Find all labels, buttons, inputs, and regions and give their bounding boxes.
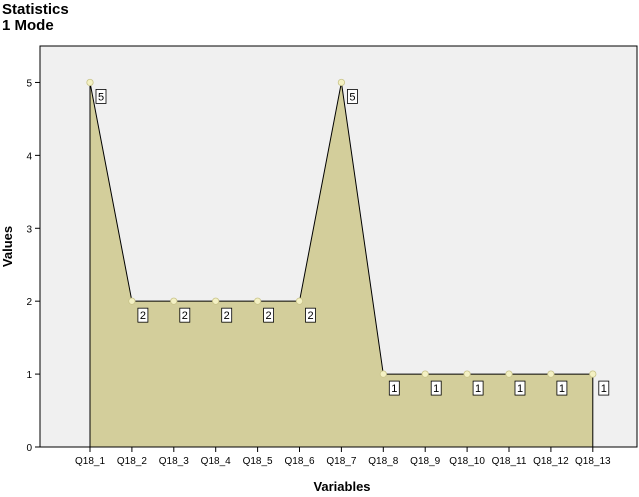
data-label: 1 [472, 380, 484, 396]
svg-text:1: 1 [391, 383, 397, 395]
svg-text:2: 2 [140, 310, 146, 322]
svg-text:5: 5 [349, 91, 355, 103]
data-point [421, 370, 429, 378]
x-tick-label: Q18_7 [326, 456, 356, 467]
x-tick-label: Q18_2 [117, 456, 147, 467]
axes: 0 1 2 3 4 5 Q18_1 Q18_2 Q18_3 Q18_4 Q18_5 Q18_6 Q18_… [26, 78, 611, 467]
y-tick-label: 0 [26, 443, 32, 454]
svg-text:1: 1 [517, 383, 523, 395]
svg-text:2: 2 [182, 310, 188, 322]
data-point [505, 370, 513, 378]
data-label: 2 [179, 307, 191, 323]
x-tick-label: Q18_12 [533, 456, 569, 467]
data-label: 2 [305, 307, 316, 323]
data-label: 5 [95, 89, 107, 104]
svg-text:2: 2 [224, 310, 230, 322]
x-axis-title: Variables [313, 479, 370, 494]
x-tick-label: Q18_3 [159, 456, 189, 467]
data-label: 1 [556, 380, 568, 396]
data-label: 1 [388, 380, 400, 396]
svg-text:1: 1 [601, 383, 607, 395]
svg-text:2: 2 [266, 310, 272, 322]
data-point [463, 370, 471, 378]
data-point [547, 370, 555, 378]
data-label: 5 [346, 89, 358, 104]
data-point [337, 78, 345, 87]
svg-text:1: 1 [475, 383, 481, 395]
data-label: 2 [221, 307, 233, 323]
data-point [170, 297, 178, 305]
data-point [128, 297, 136, 305]
data-point [86, 78, 94, 87]
x-tick-label: Q18_10 [449, 456, 485, 467]
x-tick-label: Q18_13 [575, 456, 611, 467]
data-label: 2 [263, 307, 275, 323]
svg-text:5: 5 [98, 91, 104, 103]
y-axis-title: Values [0, 226, 15, 267]
chart-title: Statistics [2, 1, 69, 18]
data-point [254, 297, 262, 305]
data-point [295, 297, 304, 305]
svg-text:1: 1 [559, 383, 565, 395]
x-tick-label: Q18_5 [243, 456, 273, 467]
y-tick-label: 1 [26, 370, 32, 381]
y-tick-label: 2 [26, 297, 32, 308]
data-label: 2 [137, 307, 149, 323]
y-tick-label: 5 [26, 78, 32, 89]
y-tick-label: 3 [26, 224, 32, 235]
x-tick-label: Q18_4 [201, 456, 231, 467]
svg-text:1: 1 [433, 383, 439, 395]
data-point [212, 297, 220, 305]
x-tick-label: Q18_8 [368, 456, 398, 467]
svg-text:2: 2 [307, 310, 313, 322]
data-label: 1 [514, 380, 526, 396]
chart-title-block: Statistics 1 Mode [2, 2, 69, 34]
y-tick-label: 4 [26, 151, 32, 162]
chart-subtitle: 1 Mode [2, 17, 54, 34]
x-tick-label: Q18_1 [75, 456, 105, 467]
data-point [589, 370, 597, 378]
x-tick-label: Q18_9 [410, 456, 440, 467]
data-label: 1 [598, 380, 610, 396]
data-label: 1 [430, 380, 442, 396]
x-tick-label: Q18_6 [284, 456, 314, 467]
data-point [379, 370, 387, 378]
area-layer [86, 78, 597, 448]
area-fill [89, 82, 594, 448]
data-labels: 5 2 2 2 2 2 5 1 1 1 1 1 1 [95, 89, 610, 396]
x-tick-label: Q18_11 [492, 456, 527, 467]
